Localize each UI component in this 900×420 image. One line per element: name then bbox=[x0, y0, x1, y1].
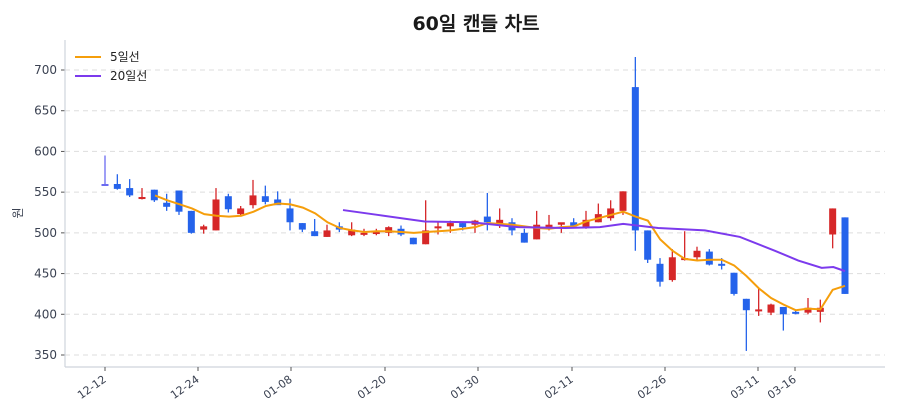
candle bbox=[730, 272, 738, 294]
candle bbox=[360, 232, 368, 235]
candle bbox=[237, 208, 245, 215]
candle bbox=[841, 217, 849, 294]
legend-ma5-label: 5일선 bbox=[110, 50, 140, 64]
y-tick-label: 400 bbox=[34, 307, 57, 321]
candle bbox=[274, 199, 282, 206]
candle bbox=[150, 189, 158, 201]
candle bbox=[138, 197, 146, 200]
y-axis-label: 원 bbox=[11, 207, 25, 218]
x-tick-label: 12-24 bbox=[168, 373, 202, 402]
y-tick-label: 450 bbox=[34, 267, 57, 281]
moving-average-lines bbox=[154, 194, 846, 312]
candle bbox=[200, 226, 208, 230]
candle bbox=[126, 188, 134, 196]
axes: 350 400 450 500 550 600 650 700 12-12 12-24 01-08 0… bbox=[34, 40, 885, 402]
candle bbox=[582, 219, 590, 228]
x-tick-label: 03-11 bbox=[728, 373, 762, 402]
candle bbox=[446, 223, 454, 227]
candle bbox=[101, 184, 109, 186]
candle bbox=[767, 304, 775, 313]
candle bbox=[311, 231, 319, 237]
candle bbox=[385, 227, 393, 233]
candle bbox=[163, 202, 171, 207]
candle bbox=[409, 237, 417, 245]
candle bbox=[496, 219, 504, 224]
candle bbox=[804, 307, 812, 313]
candle bbox=[434, 226, 442, 229]
candle bbox=[792, 311, 800, 314]
candle bbox=[520, 232, 528, 243]
y-tick-label: 550 bbox=[34, 185, 57, 199]
legend: 5일선 20일선 bbox=[75, 50, 147, 83]
candle bbox=[533, 224, 541, 240]
candle bbox=[372, 232, 380, 235]
y-tick-label: 350 bbox=[34, 348, 57, 362]
candle bbox=[570, 222, 578, 227]
candle bbox=[545, 224, 553, 228]
candle bbox=[705, 251, 713, 265]
candle bbox=[607, 208, 615, 219]
candle bbox=[742, 298, 750, 311]
candle bbox=[644, 230, 652, 260]
candle bbox=[187, 210, 195, 233]
x-tick-label: 01-20 bbox=[355, 373, 389, 402]
candle bbox=[693, 250, 701, 258]
x-tick-label: 01-30 bbox=[448, 373, 482, 402]
ma5-line bbox=[154, 194, 846, 312]
candle bbox=[483, 216, 491, 223]
y-tick-label: 650 bbox=[34, 104, 57, 118]
candle bbox=[656, 263, 664, 282]
x-tick-label: 02-11 bbox=[542, 373, 576, 402]
x-tick-label: 02-26 bbox=[635, 373, 669, 402]
candle bbox=[631, 87, 639, 231]
ma20-line bbox=[342, 209, 846, 273]
candle bbox=[113, 184, 121, 189]
candle bbox=[755, 309, 763, 312]
y-tick-label: 600 bbox=[34, 144, 57, 158]
candle bbox=[779, 306, 787, 315]
candle bbox=[459, 223, 467, 228]
candle bbox=[557, 222, 565, 225]
candle bbox=[422, 230, 430, 245]
y-tick-label: 500 bbox=[34, 226, 57, 240]
candle bbox=[718, 263, 726, 266]
candle bbox=[224, 196, 232, 210]
candle bbox=[249, 195, 257, 206]
candle bbox=[348, 229, 356, 236]
candle bbox=[298, 223, 306, 230]
x-tick-label: 03-16 bbox=[765, 373, 799, 402]
candle bbox=[668, 257, 676, 281]
candle bbox=[619, 191, 627, 211]
chart-title: 60일 캔들 차트 bbox=[412, 13, 539, 35]
candle bbox=[829, 208, 837, 235]
x-tick-label: 12-12 bbox=[75, 373, 109, 402]
candle bbox=[261, 196, 269, 202]
candle bbox=[323, 230, 331, 237]
candle bbox=[286, 208, 294, 223]
y-tick-label: 700 bbox=[34, 63, 57, 77]
candles bbox=[101, 56, 849, 351]
candle bbox=[175, 190, 183, 212]
legend-ma20-label: 20일선 bbox=[110, 69, 147, 83]
x-tick-label: 01-08 bbox=[261, 373, 295, 402]
